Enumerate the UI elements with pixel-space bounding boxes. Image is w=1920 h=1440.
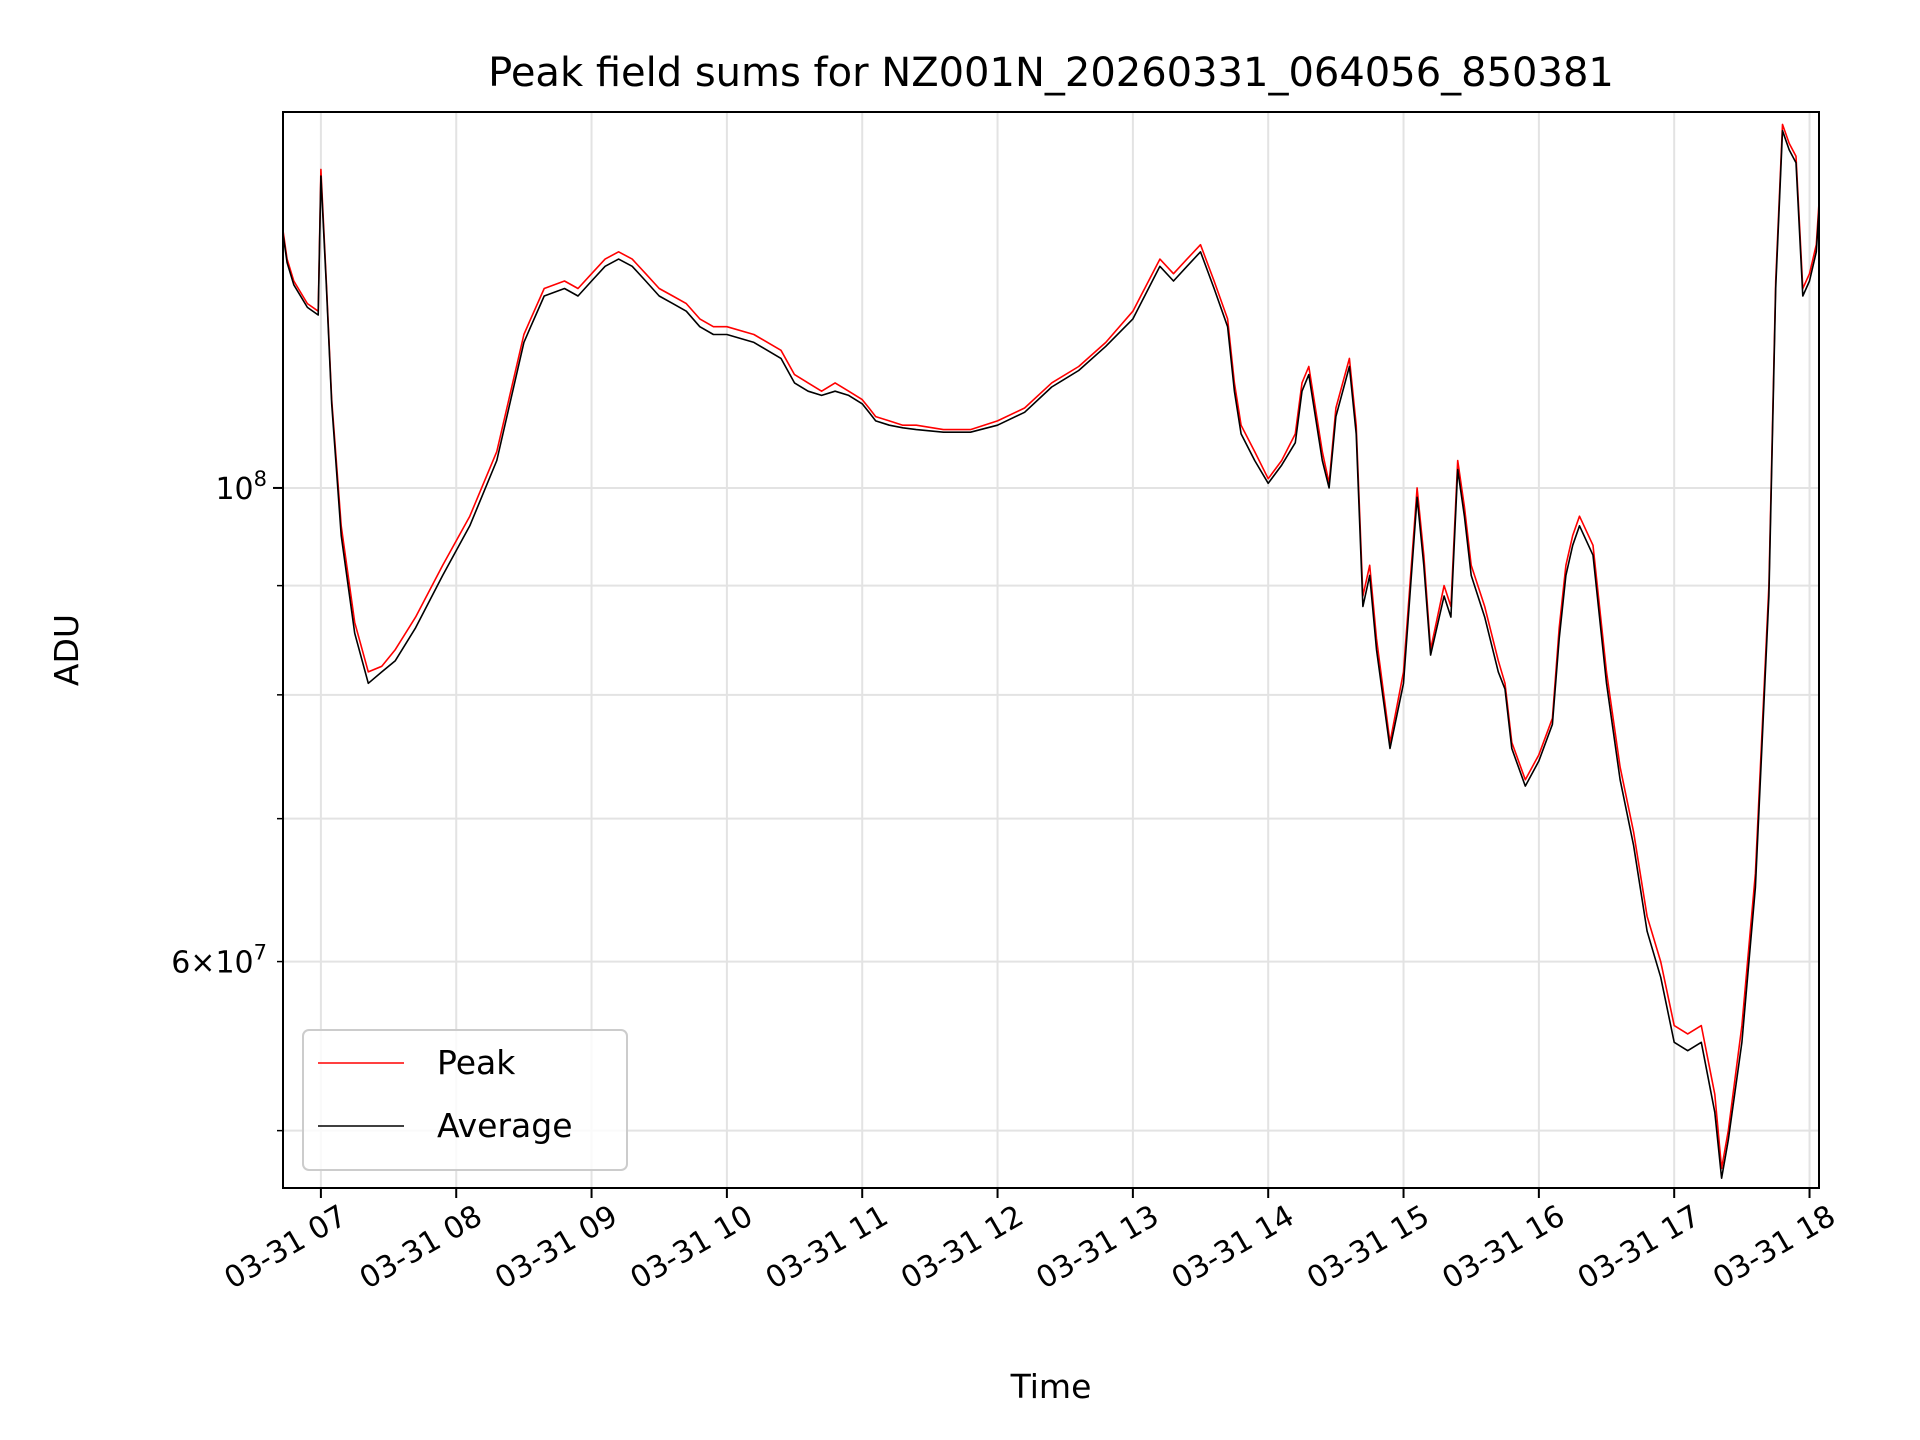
- x-axis-label: Time: [1010, 1367, 1092, 1406]
- legend-label-peak: Peak: [437, 1043, 516, 1082]
- legend-label-average: Average: [437, 1106, 573, 1145]
- series-line-peak: [282, 123, 1820, 1170]
- series-line-average: [282, 129, 1820, 1179]
- plot-frame: [282, 111, 1820, 1189]
- legend-box: [302, 1029, 628, 1171]
- chart-title: Peak field sums for NZ001N_20260331_0640…: [488, 50, 1614, 96]
- y-tick-label: 6×107: [171, 941, 267, 981]
- grid: [283, 112, 1819, 1188]
- y-axis-label: ADU: [47, 614, 86, 686]
- legend: Peak Average: [302, 1029, 628, 1171]
- series-layer: [282, 123, 1820, 1179]
